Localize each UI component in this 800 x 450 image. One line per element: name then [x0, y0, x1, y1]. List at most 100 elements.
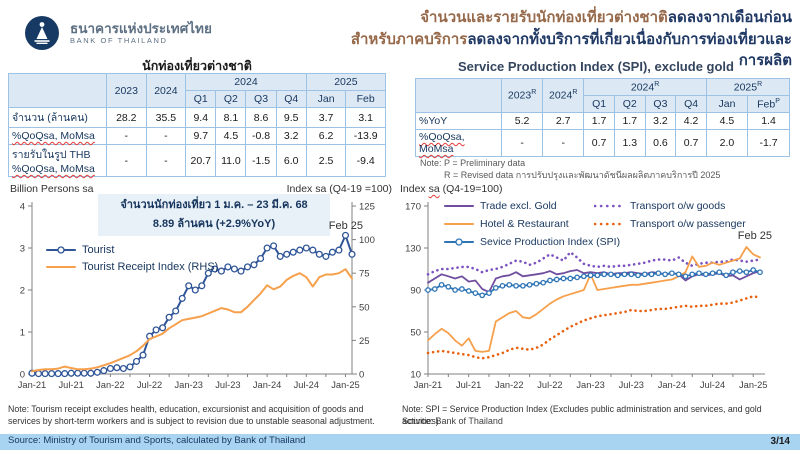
page-number: 3/14 [770, 436, 790, 447]
svg-text:25: 25 [359, 336, 370, 347]
svg-text:Jan-22: Jan-22 [495, 380, 523, 390]
bot-emblem-icon [25, 16, 59, 50]
legend-item: Tourist [46, 244, 218, 256]
row-label: รายรับในรูป THB %QoQsa, MoMsa [7, 144, 108, 177]
svg-text:75: 75 [359, 269, 370, 280]
svg-text:Jan-21: Jan-21 [414, 380, 442, 390]
row-label-text: %QoQsa, MoMsa [12, 130, 95, 142]
tourist-chart-legend: Tourist Tourist Receipt Index (RHS) [46, 244, 218, 273]
left-source: Source: Ministry of Tourism and Sports, … [8, 435, 306, 446]
table-cell: -13.9 [345, 127, 386, 145]
svg-text:Jan-24: Jan-24 [253, 380, 281, 390]
svg-text:170: 170 [405, 202, 421, 213]
col-q2: Q2 [215, 90, 247, 108]
legend-label: Transport o/w passenger [630, 218, 746, 230]
right-source: Source: Bank of Thailand [402, 416, 503, 426]
table-cell: 28.2 [106, 107, 147, 128]
svg-text:130: 130 [405, 244, 421, 255]
brand-name-thai: ธนาคารแห่งประเทศไทย [70, 21, 212, 36]
slide-headline: จำนวนและรายรับนักท่องเที่ยวต่างชาติลดลงจ… [330, 7, 792, 72]
axis-title: Index sa (Q4-19=100) [400, 183, 503, 195]
col-jan: Jan [705, 95, 749, 113]
col-feb: FebP [747, 95, 790, 113]
legend-label: Tourist [82, 244, 115, 256]
col-2024: 2024 [145, 73, 187, 108]
table-cell: -0.8 [245, 127, 277, 145]
svg-text:125: 125 [359, 202, 375, 213]
table-row: %QoQsa, MoMsa - -0.7 1.3 0.6 0.7 2.0 -1.7 [414, 129, 790, 157]
table-cell: 8.6 [245, 107, 277, 128]
left-chart-note: Note: Tourism receipt excludes health, e… [8, 404, 375, 426]
table-cell: 9.7 [185, 127, 217, 145]
svg-text:Jan-24: Jan-24 [658, 380, 686, 390]
svg-text:Jan-23: Jan-23 [175, 380, 203, 390]
table-cell: 5.2 [501, 112, 544, 130]
svg-text:Jul-22: Jul-22 [137, 380, 162, 390]
table-cell: 20.7 [185, 144, 217, 177]
legend-item: Transport o/w passenger [594, 218, 746, 230]
right-table-title: Service Production Index (SPI), exclude … [458, 59, 734, 74]
svg-text:4: 4 [20, 202, 25, 213]
table-cell: - [106, 127, 147, 145]
svg-text:Jan-25: Jan-25 [331, 380, 359, 390]
svg-text:3: 3 [20, 244, 25, 255]
table-header-row: 2023 2024 2024 2025 [7, 73, 387, 108]
legend-label: Transport o/w goods [630, 200, 726, 212]
row-label: จำนวน (ล้านคน) [7, 107, 108, 128]
table-cell: 9.5 [275, 107, 307, 128]
legend-swatch-icon [594, 222, 624, 226]
table-cell: 0.7 [583, 129, 615, 157]
row-label-line1: รายรับในรูป THB [12, 149, 91, 161]
annotation-line2: 8.89 ล้านคน (+2.9%YoY) [152, 218, 276, 230]
spi-chart: Index sa (Q4-19=100) 10 50 90 130 170 Jan-21 J… [398, 180, 792, 406]
table-cell: 3.7 [305, 107, 347, 128]
col-q4: Q4 [675, 95, 707, 113]
col-feb: Feb [345, 90, 386, 108]
table-cell: 3.2 [275, 127, 307, 145]
table-cell: 1.7 [583, 112, 615, 130]
table-cell: 1.7 [613, 112, 646, 130]
svg-text:Jul-23: Jul-23 [215, 380, 240, 390]
svg-text:100: 100 [359, 235, 375, 246]
row-label-line2: %QoQsa, MoMsa [12, 163, 95, 175]
right-axis-title: Index sa (Q4-19 =100) [286, 183, 392, 195]
headline-line1: จำนวนและรายรับนักท่องเที่ยวต่างชาติลดลงจ… [330, 7, 792, 29]
table-cell: 9.4 [185, 107, 217, 128]
table-cell: 35.5 [145, 107, 187, 128]
tourist-chart: Billion Persons sa Index sa (Q4-19 =100)… [6, 180, 392, 406]
feb25-label: Feb 25 [328, 220, 363, 232]
corner-cell [7, 73, 108, 108]
legend-swatch-icon [46, 246, 76, 254]
legend-item: Transport o/w goods [594, 200, 746, 212]
col-q4: Q4 [275, 90, 307, 108]
col-q1: Q1 [185, 90, 217, 108]
svg-text:50: 50 [410, 328, 421, 339]
table-cell: - [501, 129, 544, 157]
headline-line1-message: ลดลงจากเดือนก่อน [667, 9, 792, 26]
legend-swatch-icon [444, 238, 474, 246]
legend-swatch-icon [444, 223, 474, 225]
svg-text:Jan-25: Jan-25 [739, 380, 767, 390]
table-cell: 4.2 [675, 112, 707, 130]
group-2024: 2024R [583, 78, 707, 96]
brand-name-eng: BANK OF THAILAND [70, 36, 168, 45]
col-q3: Q3 [644, 95, 677, 113]
left-table-title: นักท่องเที่ยวต่างชาติ [142, 59, 252, 73]
table-cell: 3.2 [644, 112, 677, 130]
table-cell: 1.4 [747, 112, 790, 130]
group-2025: 2025R [705, 78, 791, 96]
table-cell: 2.7 [542, 112, 585, 130]
table-cell: 1.3 [613, 129, 646, 157]
svg-text:0: 0 [359, 370, 364, 381]
legend-swatch-icon [444, 205, 474, 207]
spi-table: 2023R 2024R 2024R 2025R Q1 Q2 Q3 Q4 Jan … [414, 78, 791, 157]
headline-line2-topic: สำหรับภาคบริการ [350, 30, 468, 48]
legend-item: Tourist Receipt Index (RHS) [46, 261, 218, 273]
table-cell: 4.5 [215, 127, 247, 145]
row-label-text: %QoQsa, MoMsa [419, 131, 465, 155]
legend-label: Hotel & Restaurant [480, 218, 569, 230]
headline-line1-topic: จำนวนและรายรับนักท่องเที่ยวต่างชาติ [420, 9, 668, 26]
bot-logo: ธนาคารแห่งประเทศไทย BANK OF THAILAND [24, 15, 212, 51]
group-2025: 2025 [305, 73, 387, 91]
